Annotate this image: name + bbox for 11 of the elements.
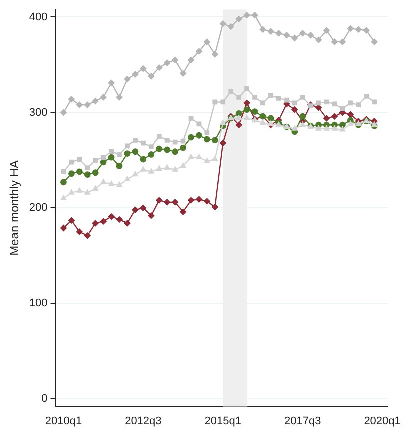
y-axis-title: Mean monthly HA — [8, 160, 22, 256]
y-tick-label: 100 — [29, 298, 48, 310]
y-tick-label: 400 — [29, 11, 48, 24]
x-tick-label: 2015q1 — [204, 415, 242, 428]
x-tick-label: 2017q3 — [284, 415, 322, 428]
y-tick-label: 0 — [42, 393, 48, 406]
x-tick-label: 2020q1 — [364, 415, 401, 428]
x-tick-label: 2010q1 — [45, 415, 82, 428]
y-tick-label: 300 — [29, 106, 48, 119]
y-tick-label: 200 — [29, 202, 48, 214]
x-tick-label: 2012q3 — [125, 415, 162, 428]
